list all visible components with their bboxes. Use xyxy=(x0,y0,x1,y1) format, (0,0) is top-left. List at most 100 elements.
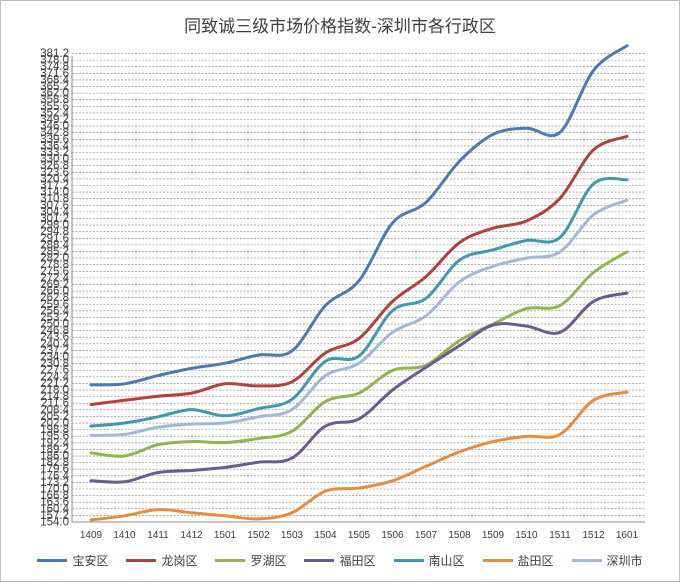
y-tick-label: 218.0 xyxy=(40,385,69,397)
y-tick-label: 195.6 xyxy=(40,431,69,443)
legend-item: 龙岗区 xyxy=(126,552,197,569)
y-tick-label: 282.0 xyxy=(40,253,69,265)
y-tick-label: 314.0 xyxy=(40,187,69,199)
x-tick-label: 1502 xyxy=(247,530,270,541)
y-tick-label: 154.0 xyxy=(40,517,69,529)
y-tick-label: 176.4 xyxy=(40,470,69,482)
y-tick-label: 266.0 xyxy=(40,286,69,298)
legend-swatch xyxy=(304,559,335,562)
y-tick-label: 243.6 xyxy=(40,332,69,344)
y-tick-label: 230.8 xyxy=(40,358,69,370)
series-line-5 xyxy=(89,176,629,428)
x-tick-label: 1508 xyxy=(448,530,471,541)
y-tick-label: 355.6 xyxy=(40,101,69,113)
legend-swatch xyxy=(37,559,68,562)
legend-item: 深圳市 xyxy=(571,552,643,569)
y-tick-label: 307.6 xyxy=(40,200,69,212)
y-tick-label: 237.2 xyxy=(40,345,69,357)
y-tick-label: 182.8 xyxy=(40,457,69,469)
y-tick-label: 301.2 xyxy=(40,213,69,225)
y-tick-label: 330.0 xyxy=(40,154,69,166)
y-tick-label: 259.6 xyxy=(40,299,69,311)
legend-label: 宝安区 xyxy=(72,554,109,568)
y-tick-label: 240.4 xyxy=(40,338,69,350)
legend-item: 福田区 xyxy=(304,552,376,569)
y-tick-label: 381.2 xyxy=(40,48,69,60)
y-tick-label: 189.2 xyxy=(40,444,69,456)
x-tick-label: 1409 xyxy=(80,530,103,541)
y-tick-label: 272.4 xyxy=(40,272,69,284)
y-tick-label: 211.6 xyxy=(41,398,69,410)
y-tick-label: 378.0 xyxy=(40,55,69,67)
y-tick-label: 179.6 xyxy=(40,464,69,476)
series-line-7 xyxy=(89,198,629,437)
y-tick-label: 198.8 xyxy=(40,424,69,436)
series-line-1 xyxy=(89,44,629,387)
y-tick-label: 170.0 xyxy=(40,484,69,496)
y-tick-label: 352.4 xyxy=(40,107,69,119)
y-tick-label: 291.6 xyxy=(40,233,69,245)
y-tick-label: 205.2 xyxy=(40,411,69,423)
y-tick-label: 192.4 xyxy=(40,437,69,449)
legend-label: 南山区 xyxy=(428,554,465,568)
series-line-4 xyxy=(89,291,629,484)
y-tick-label: 371.6 xyxy=(40,68,69,80)
y-tick-label: 275.6 xyxy=(40,266,69,278)
legend-item: 盐田区 xyxy=(482,552,554,569)
legend-label: 福田区 xyxy=(339,554,376,568)
legend-item: 南山区 xyxy=(393,552,465,569)
y-tick-label: 342.8 xyxy=(40,127,69,139)
y-tick-label: 326.8 xyxy=(40,160,69,172)
y-tick-label: 246.8 xyxy=(40,325,69,337)
y-tick-label: 362.0 xyxy=(40,88,69,100)
y-tick-label: 346.0 xyxy=(40,121,69,133)
y-tick-label: 160.4 xyxy=(40,503,69,515)
legend-swatch xyxy=(215,559,246,562)
legend-swatch xyxy=(393,559,424,562)
y-tick-label: 333.2 xyxy=(40,147,69,159)
y-tick-label: 317.2 xyxy=(40,180,69,192)
x-tick-label: 1601 xyxy=(616,530,639,541)
y-tick-label: 349.2 xyxy=(40,114,69,126)
y-tick-label: 224.4 xyxy=(40,371,69,383)
x-tick-label: 1410 xyxy=(113,530,136,541)
x-tick-label: 1512 xyxy=(582,530,605,541)
legend-swatch xyxy=(571,559,602,562)
legend-item: 罗湖区 xyxy=(215,552,286,569)
y-tick-label: 227.6 xyxy=(40,365,69,377)
chart-legend: 宝安区 龙岗区 罗湖区 福田区 南山区 盐田区 深圳市 xyxy=(0,552,680,569)
y-tick-label: 288.4 xyxy=(40,239,69,251)
y-tick-label: 173.2 xyxy=(40,477,69,489)
x-tick-label: 1506 xyxy=(381,530,404,541)
y-tick-label: 323.6 xyxy=(40,167,69,179)
y-tick-label: 320.4 xyxy=(40,173,69,185)
legend-item: 宝安区 xyxy=(37,552,108,569)
y-tick-label: 256.4 xyxy=(40,305,69,317)
y-tick-label: 157.2 xyxy=(40,510,69,522)
x-tick-label: 1510 xyxy=(515,530,538,541)
y-tick-label: 365.2 xyxy=(40,81,69,93)
y-tick-label: 214.8 xyxy=(40,391,69,403)
x-tick-label: 1503 xyxy=(281,530,304,541)
y-tick-label: 166.8 xyxy=(40,490,69,502)
y-tick-label: 339.6 xyxy=(40,134,69,146)
x-tick-label: 1507 xyxy=(415,530,438,541)
y-tick-label: 294.8 xyxy=(40,226,69,238)
y-tick-label: 298.0 xyxy=(40,220,69,232)
y-tick-label: 208.4 xyxy=(40,404,69,416)
legend-label: 罗湖区 xyxy=(250,554,287,568)
series-line-6 xyxy=(89,390,629,522)
y-tick-label: 163.6 xyxy=(40,497,69,509)
y-tick-label: 304.4 xyxy=(40,206,69,218)
y-tick-label: 250.0 xyxy=(40,319,69,331)
x-tick-label: 1504 xyxy=(314,530,337,541)
y-tick-label: 202.0 xyxy=(40,418,69,430)
legend-label: 龙岗区 xyxy=(161,554,198,568)
y-tick-label: 336.4 xyxy=(40,140,69,152)
legend-label: 深圳市 xyxy=(606,554,643,568)
chart-title: 同致诚三级市场价格指数-深圳市各行政区 xyxy=(184,17,496,36)
x-tick-label: 1412 xyxy=(180,530,203,541)
legend-label: 盐田区 xyxy=(517,554,554,568)
x-tick-label: 1511 xyxy=(549,530,571,541)
y-tick-label: 221.2 xyxy=(40,378,69,390)
